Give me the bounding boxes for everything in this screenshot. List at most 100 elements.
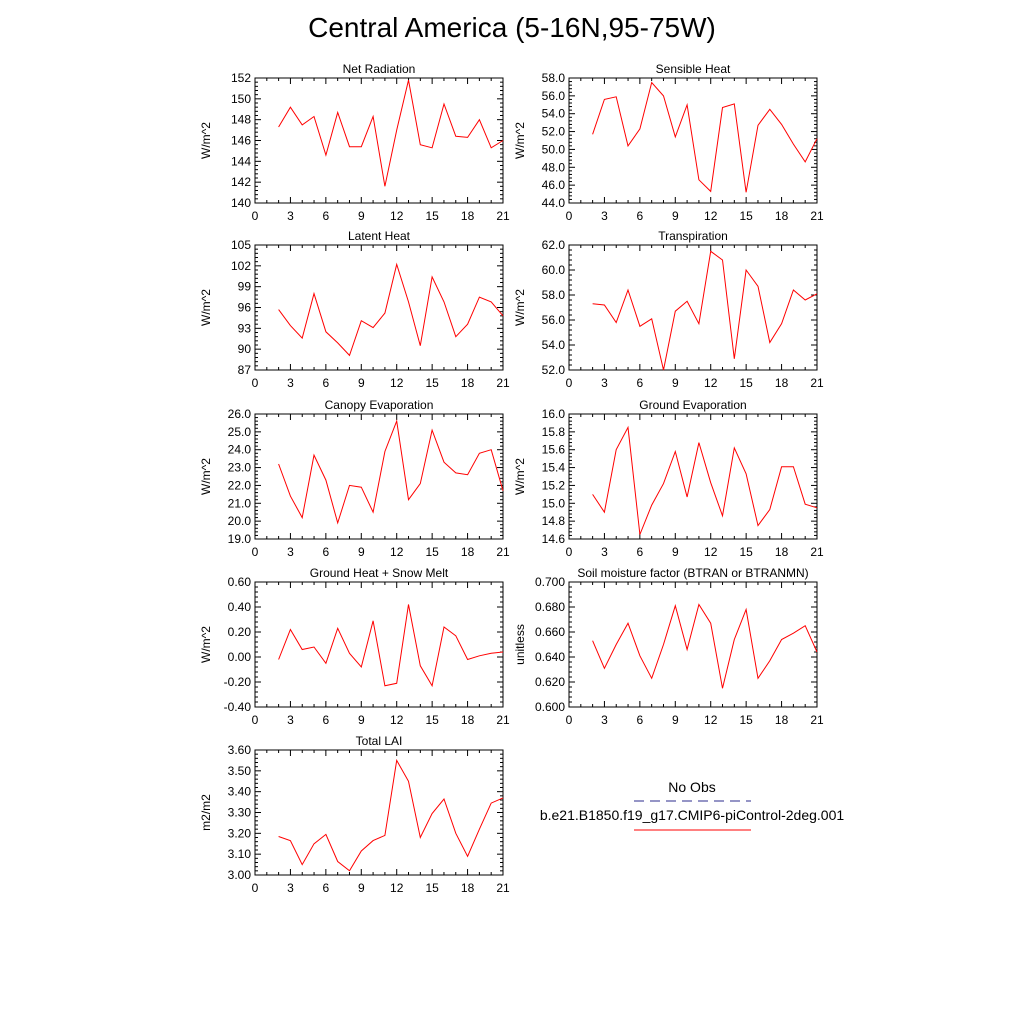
y-tick-label: 3.20 <box>228 826 252 840</box>
panel-title: Transpiration <box>658 229 728 243</box>
y-tick-label: 0.60 <box>228 575 252 589</box>
y-tick-label: 0.620 <box>535 675 565 689</box>
x-tick-label: 18 <box>461 881 475 895</box>
panel-title: Latent Heat <box>348 229 411 243</box>
x-tick-label: 0 <box>566 713 573 727</box>
x-tick-label: 6 <box>323 881 330 895</box>
x-tick-label: 12 <box>390 376 404 390</box>
y-axis-label: W/m^2 <box>513 458 527 495</box>
x-tick-label: 21 <box>810 209 824 223</box>
y-tick-label: 14.6 <box>542 532 566 546</box>
x-tick-label: 15 <box>425 376 439 390</box>
panel-title: Total LAI <box>356 734 403 748</box>
plot-frame <box>568 413 818 540</box>
y-tick-label: 26.0 <box>228 407 252 421</box>
x-tick-label: 15 <box>739 376 753 390</box>
y-axis-label: W/m^2 <box>513 289 527 326</box>
y-tick-label: 0.20 <box>228 625 252 639</box>
y-tick-label: 3.50 <box>228 764 252 778</box>
y-tick-label: 0.640 <box>535 650 565 664</box>
y-axis-label: W/m^2 <box>199 626 213 663</box>
x-tick-label: 18 <box>461 713 475 727</box>
x-tick-label: 15 <box>425 881 439 895</box>
x-tick-label: 9 <box>358 545 365 559</box>
y-tick-label: 20.0 <box>228 514 252 528</box>
y-tick-label: 58.0 <box>542 71 566 85</box>
y-tick-label: 25.0 <box>228 425 252 439</box>
series-line <box>278 758 504 872</box>
x-tick-label: 18 <box>461 545 475 559</box>
plot-frame <box>568 77 818 204</box>
x-tick-label: 3 <box>287 881 294 895</box>
x-tick-label: 12 <box>390 209 404 223</box>
x-tick-label: 3 <box>601 545 608 559</box>
x-tick-label: 18 <box>775 545 789 559</box>
y-tick-label: 0.660 <box>535 625 565 639</box>
x-tick-label: 6 <box>637 376 644 390</box>
x-tick-label: 0 <box>252 713 259 727</box>
legend: No Obs b.e21.B1850.f19_g17.CMIP6-piContro… <box>540 779 844 831</box>
y-tick-label: 52.0 <box>542 125 566 139</box>
x-tick-label: 15 <box>425 545 439 559</box>
x-tick-label: 21 <box>810 376 824 390</box>
y-tick-label: 3.00 <box>228 868 252 882</box>
plot-frame <box>254 413 504 540</box>
x-tick-label: 18 <box>775 376 789 390</box>
y-tick-label: 62.0 <box>542 238 566 252</box>
panel-ground-heat-snow-melt: Ground Heat + Snow Melt W/m^2 -0.40 -0.20 0.… <box>199 566 510 727</box>
panel-canopy-evaporation: Canopy Evaporation W/m^2 19.0 20.0 21.0 22.0 2… <box>199 398 510 559</box>
panel-title: Sensible Heat <box>656 62 731 76</box>
x-tick-label: 6 <box>323 545 330 559</box>
y-tick-label: 50.0 <box>542 142 566 156</box>
x-tick-label: 0 <box>252 209 259 223</box>
y-tick-label: 15.6 <box>542 443 566 457</box>
x-tick-label: 3 <box>287 545 294 559</box>
y-tick-label: 146 <box>231 134 251 148</box>
x-tick-label: 3 <box>601 713 608 727</box>
panel-net-radiation: Net Radiation W/m^2 140 142 144 146 148 150 152 0… <box>199 62 510 223</box>
y-tick-label: 152 <box>231 71 251 85</box>
y-tick-label: -0.40 <box>224 700 252 714</box>
series-line <box>278 262 504 357</box>
x-tick-label: 0 <box>252 545 259 559</box>
y-tick-label: 93 <box>238 321 252 335</box>
x-tick-label: 12 <box>390 545 404 559</box>
y-tick-label: 48.0 <box>542 160 566 174</box>
series-line <box>278 604 504 688</box>
x-tick-label: 18 <box>775 713 789 727</box>
x-tick-label: 0 <box>566 209 573 223</box>
x-tick-label: 18 <box>775 209 789 223</box>
series-line <box>592 250 818 371</box>
x-tick-label: 9 <box>672 376 679 390</box>
y-tick-label: 3.10 <box>228 847 252 861</box>
y-axis-label: W/m^2 <box>199 458 213 495</box>
y-tick-label: 3.60 <box>228 743 252 757</box>
x-tick-label: 9 <box>358 209 365 223</box>
y-axis-label: W/m^2 <box>199 122 213 159</box>
x-tick-label: 12 <box>704 545 718 559</box>
y-axis-label: W/m^2 <box>513 122 527 159</box>
y-tick-label: 144 <box>231 154 251 168</box>
x-tick-label: 3 <box>287 713 294 727</box>
y-tick-label: 15.2 <box>542 478 566 492</box>
plot-frame <box>254 581 504 708</box>
y-tick-label: 46.0 <box>542 178 566 192</box>
x-tick-label: 18 <box>461 209 475 223</box>
panel-title: Soil moisture factor (BTRAN or BTRANMN) <box>577 566 808 580</box>
x-tick-label: 15 <box>739 545 753 559</box>
x-tick-label: 6 <box>323 209 330 223</box>
x-tick-label: 9 <box>672 209 679 223</box>
x-tick-label: 15 <box>425 209 439 223</box>
x-tick-label: 9 <box>358 713 365 727</box>
y-tick-label: 21.0 <box>228 496 252 510</box>
panel-title: Ground Evaporation <box>639 398 746 412</box>
y-tick-label: 150 <box>231 92 251 106</box>
x-tick-label: 12 <box>390 881 404 895</box>
y-tick-label: 56.0 <box>542 89 566 103</box>
x-tick-label: 9 <box>672 713 679 727</box>
x-tick-label: 3 <box>601 209 608 223</box>
x-tick-label: 21 <box>496 545 510 559</box>
panel-soil-moisture-factor-btran-or-btranmn: Soil moisture factor (BTRAN or BTRANMN) u… <box>513 566 824 727</box>
y-tick-label: 142 <box>231 175 251 189</box>
x-tick-label: 0 <box>252 881 259 895</box>
